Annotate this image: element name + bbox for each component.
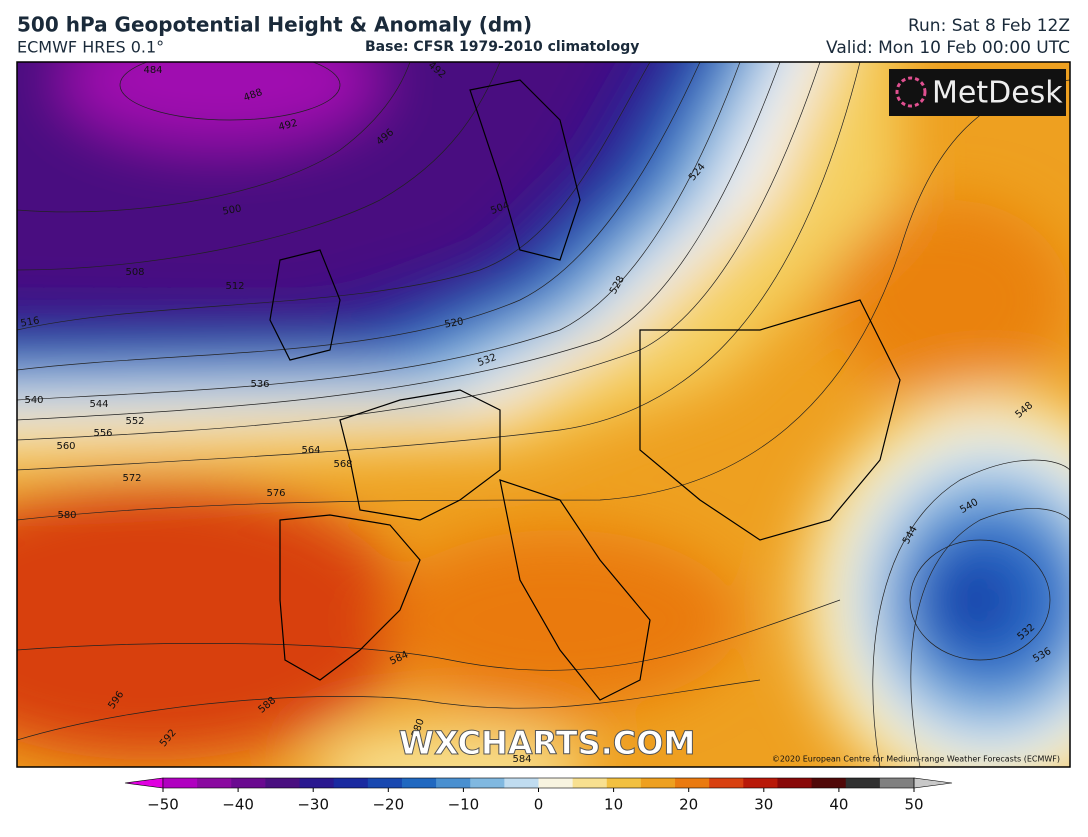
colorbar-segment	[299, 778, 335, 788]
contour-label: 564	[301, 445, 320, 456]
contour-label: 568	[333, 459, 352, 470]
colorbar-segment	[163, 778, 198, 788]
contour-label: 512	[225, 281, 244, 292]
title: 500 hPa Geopotential Height & Anomaly (d…	[17, 13, 532, 37]
colorbar-tick-label: 10	[604, 796, 623, 814]
contour-label: 536	[250, 379, 269, 390]
colorbar-segment	[606, 778, 642, 788]
colorbar-segment	[333, 778, 369, 788]
colorbar-tick-label: −50	[147, 796, 179, 814]
colorbar-segment	[640, 778, 676, 788]
logo-icon	[895, 76, 927, 108]
contours	[17, 62, 1070, 767]
contour-label: 500	[222, 203, 243, 217]
colorbar-tick-label: 30	[754, 796, 773, 814]
contour-label: 560	[56, 441, 75, 452]
colorbar-segment	[367, 778, 403, 788]
colorbar-segment	[538, 778, 574, 788]
colorbar-tick-label: −20	[372, 796, 404, 814]
valid: Valid: Mon 10 Feb 00:00 UTC	[826, 38, 1070, 58]
logo: MetDesk	[932, 76, 1063, 111]
run: Run: Sat 8 Feb 12Z	[908, 16, 1070, 36]
colorbar-segment	[845, 778, 881, 788]
colorbar-tick-label: 0	[534, 796, 544, 814]
colorbar-tick-label: −30	[297, 796, 329, 814]
colorbar-segment	[879, 778, 915, 788]
colorbar-high-end	[913, 777, 953, 789]
model: ECMWF HRES 0.1°	[17, 38, 164, 57]
colorbar-segment	[572, 778, 608, 788]
colorbar-segment	[811, 778, 847, 788]
colorbar-segment	[401, 778, 437, 788]
base: Base: CFSR 1979-2010 climatology	[365, 39, 639, 55]
contour-label: 572	[122, 473, 141, 484]
contour-label: 540	[24, 395, 43, 406]
colorbar-segment	[675, 778, 710, 788]
coastlines	[269, 79, 901, 701]
anomaly-field	[17, 62, 1070, 767]
colorbar-low-end	[124, 777, 164, 789]
colorbar-segment	[504, 778, 539, 788]
colorbar-segment	[470, 778, 505, 788]
map-frame	[16, 61, 1071, 768]
colorbar-segment	[197, 778, 232, 788]
contour-label: 484	[143, 65, 162, 76]
watermark: WXCHARTS.COM	[399, 724, 696, 762]
contour-label: 556	[93, 428, 112, 439]
colorbar-tick-label: 50	[904, 796, 923, 814]
contour-label: 520	[444, 316, 465, 330]
contour-label: 584	[512, 754, 531, 765]
colorbar-tick-label: −10	[448, 796, 480, 814]
contour-label: 492	[277, 118, 298, 134]
colorbar-segment	[777, 778, 813, 788]
contour-label: 508	[125, 267, 144, 278]
colorbar-segment	[743, 778, 778, 788]
colorbar-segment	[231, 778, 266, 788]
colorbar-tick-label: −40	[222, 796, 254, 814]
colorbar-segment	[265, 778, 301, 788]
contour-label: 516	[20, 315, 41, 329]
contour-label: 576	[266, 488, 285, 499]
contour-label: 580	[57, 510, 76, 521]
contour-label: 552	[125, 416, 144, 427]
colorbar-segment	[436, 778, 471, 788]
colorbar-segment	[709, 778, 744, 788]
colorbar: −50 −40 −30 −20 −10 0 10 20 30 40 50	[124, 777, 953, 814]
copyright: ©2020 European Centre for Medium-range W…	[772, 755, 1060, 764]
colorbar-tick-label: 20	[679, 796, 698, 814]
colorbar-tick-label: 40	[829, 796, 848, 814]
logo-box	[889, 69, 1066, 116]
contour-label: 544	[89, 399, 108, 410]
